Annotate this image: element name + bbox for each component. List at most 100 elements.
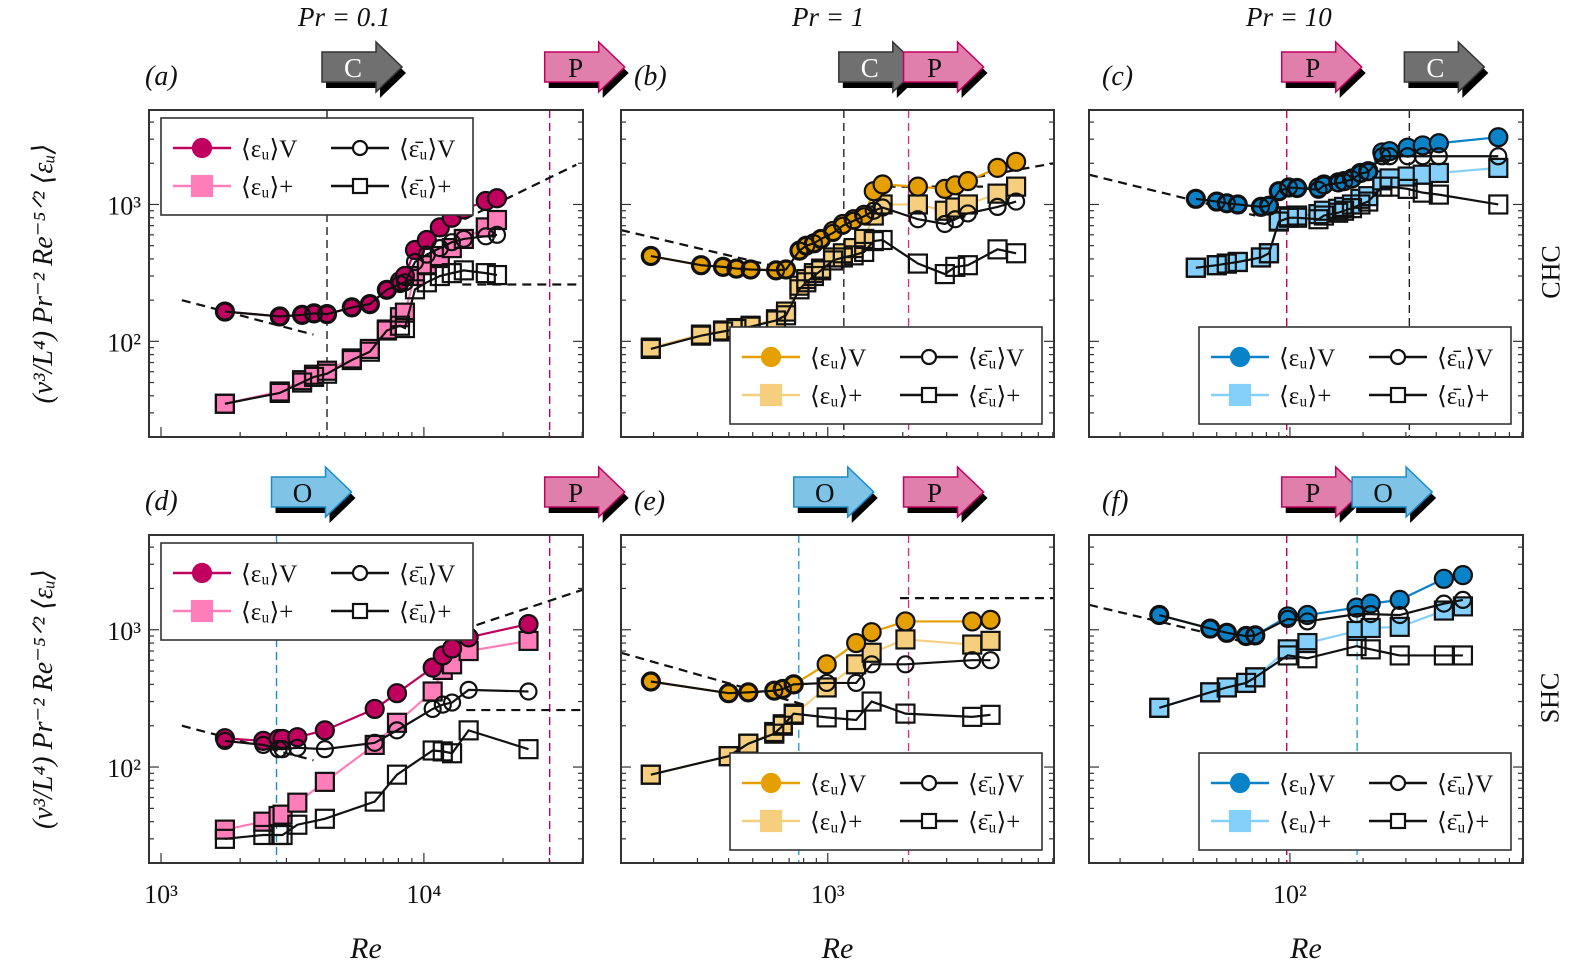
data-point [776, 260, 796, 279]
data-point [416, 272, 437, 293]
series-line [224, 269, 498, 405]
data-point [315, 740, 334, 759]
legend-marker [1389, 774, 1407, 792]
data-point [1350, 194, 1371, 215]
data-point [896, 655, 915, 674]
data-point [640, 338, 661, 360]
data-point [475, 263, 496, 284]
legend-marker [351, 177, 369, 195]
data-point [273, 740, 292, 759]
legend-label: ⟨ε̄ᵤ⟩V [399, 136, 455, 163]
data-point [317, 305, 337, 324]
legend-marker [191, 562, 213, 584]
series-epsbar-V [1186, 147, 1508, 216]
arrow-label: C [861, 53, 879, 83]
series-line [224, 688, 529, 751]
data-point [386, 683, 408, 704]
legend-entry: ⟨ε̄ᵤ⟩V [1369, 345, 1493, 372]
data-point [1434, 594, 1453, 613]
legend-entry: ⟨εᵤ⟩+ [1211, 809, 1331, 836]
legend-box [729, 752, 1043, 851]
x-tick-label: 10⁴ [406, 880, 441, 909]
data-point [1453, 590, 1473, 609]
arrow-label: P [1305, 478, 1320, 508]
series-epsbar-plus [1149, 636, 1474, 718]
legend-entry: ⟨εᵤ⟩+ [742, 383, 862, 410]
legend-label: ⟨ε̄ᵤ⟩V [399, 561, 455, 588]
data-point [1347, 605, 1366, 624]
legend-entry: ⟨ε̄ᵤ⟩+ [1369, 809, 1489, 836]
legend: ⟨εᵤ⟩V ⟨ε̄ᵤ⟩V ⟨εᵤ⟩+ ⟨ε̄ᵤ⟩+ [729, 752, 1043, 851]
data-point [389, 315, 411, 336]
data-point [422, 740, 443, 761]
legend-entry: ⟨ε̄ᵤ⟩V [331, 561, 455, 588]
series-line [224, 622, 529, 743]
data-point [1359, 162, 1378, 181]
data-point [487, 225, 507, 244]
legend-label: ⟨ε̄ᵤ⟩V [968, 771, 1024, 798]
data-point [429, 265, 450, 287]
legend: ⟨εᵤ⟩V ⟨ε̄ᵤ⟩V ⟨εᵤ⟩+ ⟨ε̄ᵤ⟩+ [160, 542, 474, 641]
regime-arrow-C: C [321, 40, 407, 98]
data-point [1397, 178, 1418, 199]
data-point [1488, 127, 1509, 148]
series-epsbar-plus [214, 720, 539, 849]
data-point [846, 709, 867, 731]
data-point [269, 381, 290, 402]
data-point [1227, 251, 1248, 273]
series-epsbar-V [1150, 590, 1473, 646]
data-point [816, 707, 837, 728]
data-point [1428, 162, 1449, 184]
x-axis-label: Re [349, 932, 382, 965]
data-point [864, 201, 883, 220]
series-epsbar-V [215, 680, 538, 759]
data-point [980, 609, 1001, 630]
data-point [1373, 147, 1392, 166]
arrow-body [793, 465, 875, 519]
data-point [1488, 194, 1509, 215]
data-point [270, 307, 289, 326]
data-point [1259, 196, 1279, 215]
data-point [1217, 623, 1236, 642]
regime-arrow-C: C [1403, 40, 1489, 98]
data-point [803, 265, 825, 287]
x-tick-label: 10³ [144, 880, 178, 909]
arrow-body [1280, 40, 1363, 94]
data-point [895, 629, 916, 650]
legend-entry: ⟨ε̄ᵤ⟩+ [331, 599, 451, 626]
arrow-label: P [568, 53, 583, 83]
data-point [214, 393, 236, 414]
arrow-label: O [815, 478, 835, 508]
arrow-label: O [293, 478, 313, 508]
regime-arrow-O: O [1351, 465, 1437, 523]
data-point [394, 317, 416, 339]
data-point [1279, 178, 1298, 197]
data-point [287, 814, 308, 835]
plot-area [181, 110, 583, 437]
data-point [1361, 605, 1380, 624]
panel-label: (d) [145, 486, 178, 517]
panel-label: (a) [145, 61, 178, 92]
legend-entry: ⟨εᵤ⟩V [742, 345, 866, 372]
data-point [962, 611, 983, 632]
regime-arrow-P: P [543, 40, 629, 98]
legend-label: ⟨ε̄ᵤ⟩+ [1437, 809, 1489, 836]
data-point [364, 791, 385, 812]
data-point [640, 764, 661, 785]
data-point [765, 681, 784, 700]
data-point [314, 771, 335, 792]
legend-label: ⟨εᵤ⟩V [241, 561, 297, 588]
series-epsbar-plus [640, 691, 1001, 785]
data-point [1298, 612, 1317, 631]
series-epsbar-V [215, 225, 507, 326]
data-point [957, 255, 978, 276]
legend-entry: ⟨εᵤ⟩+ [742, 809, 862, 836]
data-point [423, 699, 442, 719]
legend-marker [920, 812, 938, 830]
data-point [980, 630, 1001, 651]
data-point [395, 273, 415, 292]
data-point [360, 295, 379, 314]
legend-marker [190, 174, 214, 198]
legend-label: ⟨εᵤ⟩+ [241, 599, 293, 626]
